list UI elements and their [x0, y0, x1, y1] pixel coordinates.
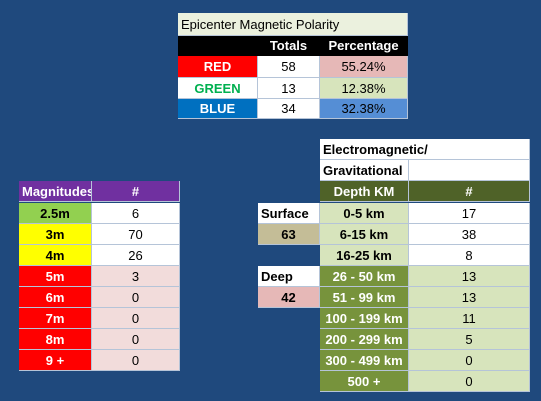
depth-range[interactable]: 500 + [320, 371, 409, 392]
depth-header-range[interactable]: Depth KM [320, 181, 409, 202]
magnitude-label[interactable]: 4m [19, 245, 92, 266]
magnitude-label[interactable]: 6m [19, 287, 92, 308]
polarity-title[interactable]: Epicenter Magnetic Polarity [178, 13, 408, 36]
magnitude-label[interactable]: 7m [19, 308, 92, 329]
depth-count[interactable]: 5 [409, 329, 530, 350]
polarity-total-red[interactable]: 58 [258, 56, 320, 78]
depth-count[interactable]: 8 [409, 245, 530, 266]
depth-title-blank[interactable] [409, 160, 530, 181]
polarity-label-green[interactable]: GREEN [178, 78, 258, 99]
depth-count[interactable]: 13 [409, 287, 530, 308]
magnitude-count[interactable]: 3 [92, 266, 180, 287]
depth-count[interactable]: 11 [409, 308, 530, 329]
depth-range[interactable]: 51 - 99 km [320, 287, 409, 308]
polarity-header-percentage[interactable]: Percentage [320, 36, 408, 56]
magnitudes-header-label[interactable]: Magnitudes [19, 181, 92, 202]
deep-total[interactable]: 42 [258, 287, 320, 308]
surface-label[interactable]: Surface [258, 203, 320, 224]
magnitude-label[interactable]: 3m [19, 224, 92, 245]
depth-count[interactable]: 13 [409, 266, 530, 287]
polarity-total-green[interactable]: 13 [258, 78, 320, 99]
polarity-total-blue[interactable]: 34 [258, 99, 320, 119]
depth-range[interactable]: 26 - 50 km [320, 266, 409, 287]
depth-range[interactable]: 100 - 199 km [320, 308, 409, 329]
depth-range[interactable]: 200 - 299 km [320, 329, 409, 350]
depth-count[interactable]: 0 [409, 350, 530, 371]
polarity-label-red[interactable]: RED [178, 56, 258, 78]
depth-count[interactable]: 38 [409, 224, 530, 245]
depth-range[interactable]: 6-15 km [320, 224, 409, 245]
polarity-header-blank[interactable] [178, 36, 258, 56]
depth-title-line2[interactable]: Gravitational [320, 160, 409, 181]
surface-total[interactable]: 63 [258, 224, 320, 245]
depth-title-line1[interactable]: Electromagnetic/ [320, 139, 530, 160]
deep-label[interactable]: Deep [258, 266, 320, 287]
magnitude-count[interactable]: 26 [92, 245, 180, 266]
depth-count[interactable]: 17 [409, 203, 530, 224]
magnitude-count[interactable]: 6 [92, 203, 180, 224]
magnitude-count[interactable]: 0 [92, 350, 180, 371]
magnitude-label[interactable]: 9 + [19, 350, 92, 371]
polarity-header-totals[interactable]: Totals [258, 36, 320, 56]
magnitude-label[interactable]: 2.5m [19, 203, 92, 224]
polarity-percentage-red[interactable]: 55.24% [320, 56, 408, 78]
depth-count[interactable]: 0 [409, 371, 530, 392]
magnitudes-header-count[interactable]: # [92, 181, 180, 202]
magnitude-label[interactable]: 5m [19, 266, 92, 287]
polarity-label-blue[interactable]: BLUE [178, 99, 258, 119]
depth-range[interactable]: 300 - 499 km [320, 350, 409, 371]
magnitude-count[interactable]: 0 [92, 329, 180, 350]
depth-header-count[interactable]: # [409, 181, 530, 202]
polarity-percentage-green[interactable]: 12.38% [320, 78, 408, 99]
depth-range[interactable]: 0-5 km [320, 203, 409, 224]
polarity-percentage-blue[interactable]: 32.38% [320, 99, 408, 119]
depth-range[interactable]: 16-25 km [320, 245, 409, 266]
magnitude-label[interactable]: 8m [19, 329, 92, 350]
magnitude-count[interactable]: 0 [92, 287, 180, 308]
magnitude-count[interactable]: 70 [92, 224, 180, 245]
magnitude-count[interactable]: 0 [92, 308, 180, 329]
